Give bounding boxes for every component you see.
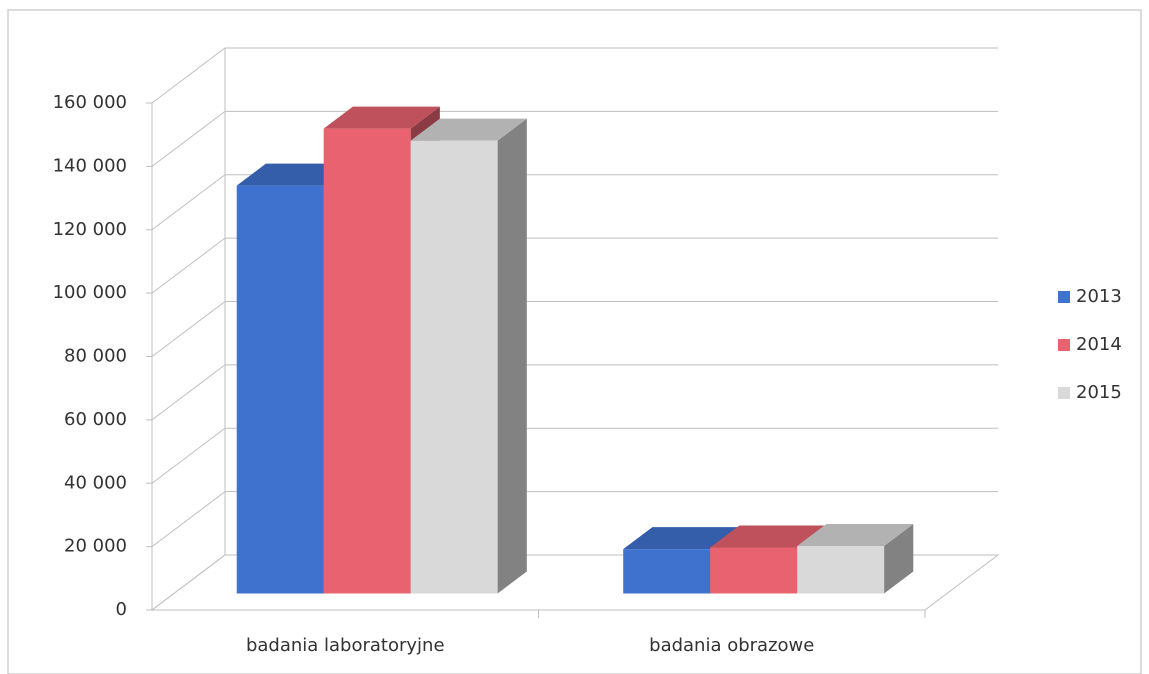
- y-tick-label: 20 000: [64, 536, 127, 557]
- y-tick-label: 140 000: [53, 155, 127, 176]
- bar-front: [236, 185, 324, 594]
- legend-swatch: [1058, 387, 1070, 399]
- y-tick-label: 120 000: [53, 219, 127, 240]
- legend-swatch: [1058, 291, 1070, 303]
- legend-swatch: [1058, 339, 1070, 351]
- grid-line: [151, 301, 998, 357]
- grid-line: [151, 237, 998, 294]
- bar-top: [710, 525, 827, 548]
- grid-line: [151, 47, 998, 104]
- bar-top: [797, 523, 914, 546]
- bar-top: [623, 527, 740, 550]
- bar: [797, 523, 914, 594]
- legend-label: 2014: [1076, 334, 1122, 355]
- y-tick-label: 160 000: [53, 92, 127, 113]
- grid-line: [151, 427, 998, 484]
- legend-label: 2013: [1076, 286, 1122, 307]
- grid-line: [151, 110, 998, 167]
- grid-line: [151, 364, 998, 421]
- grid-line: [151, 491, 998, 548]
- bar-front: [410, 140, 498, 594]
- bar: [410, 118, 527, 594]
- bar-front: [323, 128, 411, 594]
- grid-line: [151, 174, 998, 231]
- chart-frame: [7, 9, 1142, 674]
- legend-label: 2015: [1076, 382, 1122, 403]
- y-tick-label: 0: [116, 599, 127, 620]
- bar-front: [623, 549, 711, 594]
- bar-front: [797, 545, 885, 594]
- y-tick-label: 80 000: [64, 346, 127, 367]
- x-tick-label: badania obrazowe: [649, 635, 814, 656]
- x-tick-label: badania laboratoryjne: [246, 635, 445, 656]
- y-tick-label: 40 000: [64, 472, 127, 493]
- bar-side: [884, 523, 914, 594]
- bar-top: [323, 106, 440, 129]
- bar-front: [710, 547, 798, 594]
- y-tick-label: 100 000: [53, 282, 127, 303]
- y-tick-label: 60 000: [64, 409, 127, 430]
- bar-side: [497, 118, 527, 594]
- bar-top: [410, 118, 527, 141]
